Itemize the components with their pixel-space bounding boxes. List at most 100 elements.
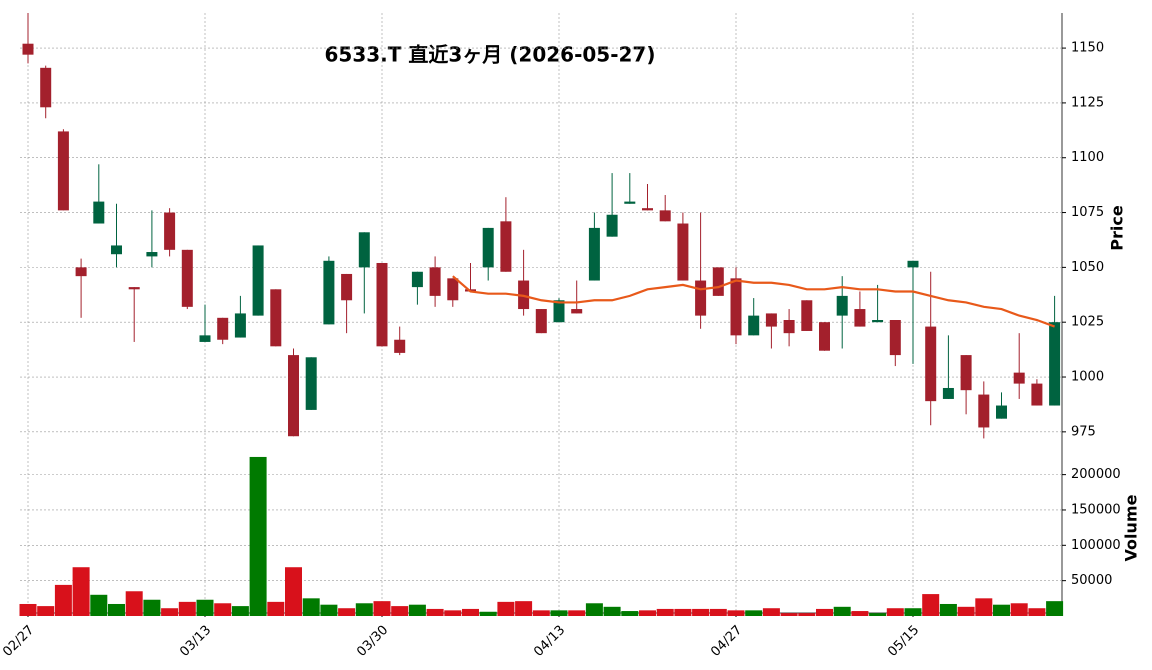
volume-bar <box>196 599 214 616</box>
y-tick-label: 1150 <box>1071 41 1104 56</box>
volume-bar <box>285 567 302 616</box>
volume-bar <box>426 608 444 616</box>
candle-body <box>642 208 653 211</box>
volume-bar <box>727 610 745 616</box>
y-tick-label: 975 <box>1071 424 1096 439</box>
candle-body <box>234 313 246 338</box>
volume-bar <box>408 604 426 616</box>
volume-bar <box>1028 608 1046 616</box>
volume-bar <box>391 606 409 616</box>
candle-body <box>836 295 848 316</box>
candle-body <box>40 67 52 108</box>
volume-bar <box>161 608 179 616</box>
volume-bar <box>798 613 816 616</box>
candle-body <box>535 309 547 334</box>
candle-body <box>164 212 176 250</box>
y-tick-label: 1100 <box>1071 150 1104 165</box>
volume-bar <box>1010 603 1028 616</box>
candle-body <box>819 322 830 351</box>
volume-bar <box>532 610 550 616</box>
volume-bar <box>780 613 798 616</box>
candle-body <box>960 355 972 391</box>
volume-bar <box>993 604 1010 616</box>
volume-bar <box>869 613 887 616</box>
volume-bar <box>568 610 586 616</box>
candle-body <box>482 227 494 268</box>
x-tick-label: 03/13 <box>177 623 214 660</box>
volume-bar <box>72 567 90 616</box>
volume-bar <box>143 599 161 616</box>
candle-body <box>1013 372 1025 384</box>
candle-body <box>1049 322 1061 406</box>
candle-body <box>270 289 282 347</box>
volume-bar <box>108 603 125 616</box>
candle-body <box>748 315 760 336</box>
volume-bar <box>550 610 568 616</box>
y-tick-label: 1075 <box>1071 205 1104 220</box>
volume-bar <box>497 601 515 616</box>
candle-body <box>677 223 689 281</box>
volume-bar <box>320 604 338 616</box>
volume-bar <box>922 594 940 616</box>
volume-bar <box>833 606 851 616</box>
volume-bar <box>585 603 603 616</box>
volume-bar <box>373 601 391 616</box>
volume-bar <box>621 611 639 616</box>
volume-tick-label: 50000 <box>1071 573 1112 588</box>
x-tick-label: 02/27 <box>0 623 37 660</box>
x-tick-label: 03/30 <box>354 623 391 660</box>
volume-bar <box>975 598 993 616</box>
volume-bar <box>745 610 763 616</box>
y-tick-label: 1000 <box>1071 370 1104 385</box>
candle-body <box>252 245 264 316</box>
volume-bar <box>1046 601 1064 616</box>
volume-bar <box>886 608 904 616</box>
x-tick-label: 04/27 <box>708 623 745 660</box>
candle-body <box>199 335 211 342</box>
volume-bar <box>19 603 37 616</box>
x-tick-label: 05/15 <box>885 623 922 660</box>
candle-body <box>500 221 512 272</box>
volume-bar <box>479 611 497 616</box>
chart-title: 6533.T 直近3ヶ月 (2026-05-27) <box>325 43 656 67</box>
candle-body <box>394 339 406 353</box>
y-axis-label: Price <box>1108 205 1127 251</box>
candle-body <box>996 405 1007 419</box>
candle-body <box>659 210 671 222</box>
candle-body <box>571 309 583 314</box>
volume-bar <box>904 608 922 616</box>
volume-bar <box>939 603 957 616</box>
volume-tick-label: 150000 <box>1071 502 1121 517</box>
candle-body <box>305 357 317 410</box>
volume-bar <box>249 456 267 616</box>
candle-body <box>730 278 742 336</box>
volume-bar <box>338 608 356 616</box>
volume-bar <box>816 608 833 616</box>
candle-body <box>695 280 707 316</box>
y-tick-label: 1050 <box>1071 260 1104 275</box>
candle-body <box>358 232 370 268</box>
y-tick-label: 1025 <box>1071 315 1104 330</box>
volume-bar <box>692 608 710 616</box>
y-tick-label: 1125 <box>1071 95 1104 110</box>
candle-body <box>181 249 193 307</box>
volume-bar <box>639 610 656 616</box>
volume-bar <box>231 606 249 616</box>
candle-body <box>712 267 724 296</box>
volume-bar <box>90 594 108 616</box>
volume-bar <box>656 608 674 616</box>
candle-body <box>447 278 459 301</box>
volume-bar <box>37 606 55 616</box>
moving-average-line <box>452 275 1055 328</box>
candle-body <box>93 201 105 224</box>
candle-body <box>376 262 388 347</box>
candle-body <box>624 201 636 204</box>
volume-axis-label: Volume <box>1122 494 1141 561</box>
candle-body <box>57 131 69 211</box>
candle-body <box>925 326 937 402</box>
volume-bar <box>178 601 196 616</box>
candle-body <box>942 387 954 399</box>
candle-body <box>889 320 901 356</box>
